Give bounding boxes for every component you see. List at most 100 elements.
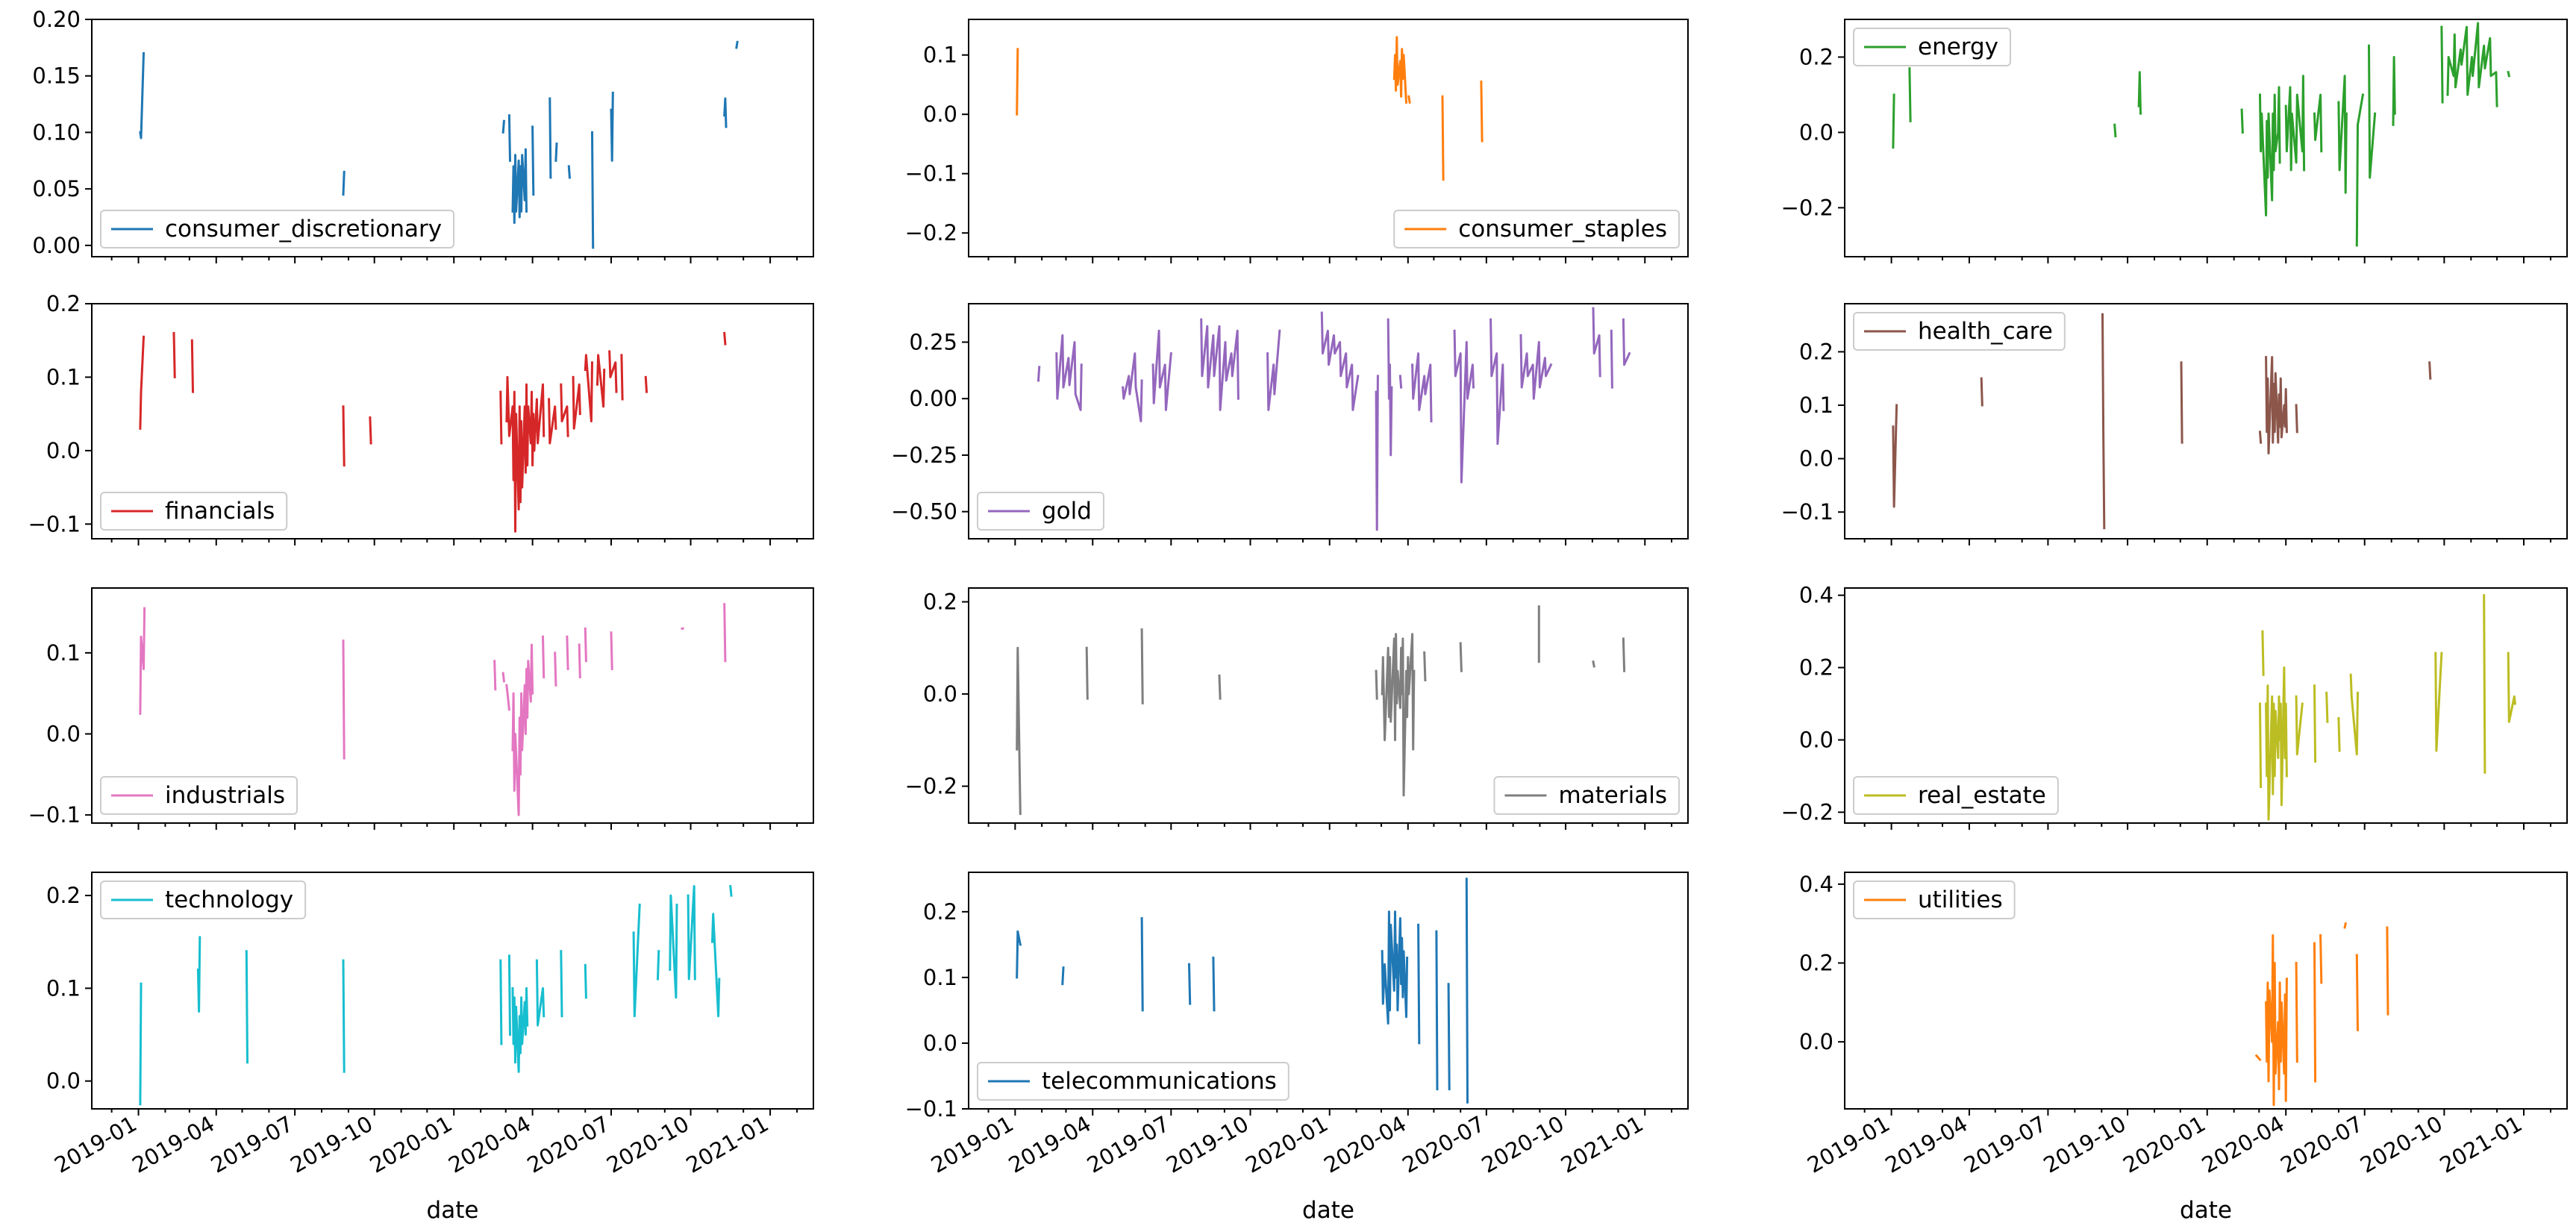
series-line-utilities-1: [2265, 934, 2288, 1107]
series-line-industrials-11: [610, 631, 613, 671]
series-line-materials-3: [1218, 674, 1222, 700]
series-line-financials-8: [560, 383, 569, 437]
legend: consumer_discretionary: [100, 210, 455, 248]
legend-box: [1493, 776, 1680, 815]
y-tick-label: 0.4: [1799, 583, 1833, 608]
series-line-financials-6: [505, 375, 545, 533]
panel-technology: 0.00.10.22019-012019-042019-072019-10202…: [46, 872, 814, 1224]
series-line-financials-1: [172, 331, 176, 378]
x-tick-label: 2020-07: [1398, 1111, 1489, 1178]
legend: utilities: [1853, 881, 2016, 919]
series-line-materials-10: [1622, 637, 1626, 672]
legend: technology: [100, 881, 307, 919]
y-tick-label: −0.25: [891, 442, 957, 468]
series-line-real_estate-2: [2265, 666, 2288, 821]
x-tick-label: 2019-07: [1960, 1111, 2051, 1178]
legend-box: [1853, 776, 2059, 815]
x-tick-label: 2021-01: [1557, 1111, 1648, 1178]
series-line-financials-7: [548, 398, 557, 445]
x-tick-label: 2020-04: [1319, 1111, 1410, 1178]
series-line-industrials-6: [541, 635, 545, 679]
series-line-industrials-9: [578, 643, 581, 679]
axes-frame: [1844, 587, 2568, 824]
legend-box: [100, 776, 298, 815]
panel-energy: −0.2 0.0 0.2 energy: [1781, 19, 2568, 263]
series-line-energy-10: [2367, 44, 2377, 179]
series-line-industrials-7: [554, 651, 557, 687]
x-axis-label: date: [1302, 1197, 1354, 1224]
panel-telecommunications: −0.10.00.10.22019-012019-042019-072019-1…: [905, 872, 1689, 1224]
series-line-consumer_discretionary-6: [548, 97, 552, 179]
legend-label: financials: [165, 498, 275, 525]
legend-label: consumer_discretionary: [165, 216, 442, 243]
legend-box: [1853, 28, 2012, 66]
series-line-utilities-0: [2254, 1054, 2262, 1062]
y-tick-label: 0.2: [1799, 655, 1833, 681]
series-line-financials-4: [369, 416, 372, 445]
axes-frame: [1844, 303, 2568, 540]
series-line-technology-11: [656, 950, 660, 981]
series-line-gold-3: [1151, 329, 1172, 411]
series-line-technology-14: [710, 913, 721, 1018]
y-tick-label: 0.1: [923, 43, 957, 68]
series-line-utilities-7: [2386, 926, 2389, 1016]
series-line-financials-11: [595, 354, 606, 408]
series-line-industrials-0: [139, 607, 146, 715]
y-tick-label: 0.0: [1799, 446, 1833, 472]
series-line-utilities-4: [2319, 934, 2323, 984]
series-line-gold-2: [1122, 352, 1143, 422]
series-line-industrials-5: [511, 643, 534, 816]
legend: energy: [1853, 28, 2012, 66]
series-line-industrials-8: [566, 635, 569, 671]
legend-label: technology: [165, 886, 293, 913]
legend-box: [1853, 881, 2016, 919]
x-tick-label: 2020-01: [2119, 1111, 2210, 1178]
legend-box: [977, 1062, 1289, 1101]
y-tick-label: 0.2: [46, 883, 81, 908]
series-line-energy-3: [2137, 71, 2142, 115]
series-line-financials-12: [608, 350, 618, 393]
series-line-health_care-2: [2101, 313, 2106, 530]
series-line-industrials-3: [501, 672, 506, 683]
x-tick-label: 2019-10: [1162, 1111, 1253, 1178]
y-tick-label: 0.0: [1799, 728, 1833, 753]
series-line-materials-9: [1592, 660, 1595, 668]
x-tick-label: 2019-04: [1881, 1111, 1972, 1178]
series-line-materials-5: [1381, 633, 1416, 797]
x-tick-label: 2019-04: [128, 1111, 219, 1178]
y-tick-label: −0.2: [1781, 799, 1833, 825]
series-line-consumer_staples-1: [1392, 36, 1408, 104]
y-tick-label: 0.1: [923, 965, 957, 990]
legend-box: [977, 492, 1104, 531]
y-tick-label: −0.1: [905, 1096, 957, 1122]
y-tick-label: 0.0: [46, 1069, 81, 1094]
series-line-real_estate-0: [2258, 702, 2263, 789]
series-line-consumer_discretionary-4: [511, 148, 528, 225]
series-line-materials-7: [1459, 642, 1463, 672]
x-tick-label: 2020-04: [2198, 1111, 2289, 1178]
series-line-energy-9: [2355, 93, 2365, 247]
y-tick-label: −0.2: [905, 220, 957, 246]
series-line-financials-9: [572, 375, 581, 430]
series-line-gold-10: [1411, 352, 1433, 423]
series-line-telecommunications-8: [1447, 983, 1451, 1091]
series-line-industrials-10: [584, 627, 587, 663]
series-line-gold-7: [1375, 375, 1379, 531]
series-line-consumer_discretionary-10: [610, 91, 614, 162]
panel-financials: −0.1 0.0 0.1 0.2 financials: [28, 291, 814, 545]
series-line-energy-6: [2284, 75, 2306, 172]
x-tick-label: 2019-10: [286, 1111, 377, 1178]
x-axis-label: date: [2180, 1197, 2232, 1224]
series-line-health_care-5: [2265, 356, 2288, 454]
series-line-telecommunications-0: [1016, 930, 1022, 979]
series-line-telecommunications-3: [1187, 963, 1192, 1005]
y-tick-label: −0.1: [1781, 499, 1833, 525]
x-tick-label: 2020-07: [2276, 1111, 2367, 1178]
y-tick-label: 0.4: [1799, 872, 1833, 897]
panel-gold: −0.50 −0.25 0.00 0.25 gold: [891, 303, 1689, 545]
series-line-gold-12: [1489, 318, 1505, 445]
legend-label: energy: [1918, 34, 1998, 60]
legend-label: consumer_staples: [1458, 216, 1667, 243]
series-line-technology-7: [535, 959, 545, 1027]
y-tick-label: 0.25: [909, 329, 957, 354]
